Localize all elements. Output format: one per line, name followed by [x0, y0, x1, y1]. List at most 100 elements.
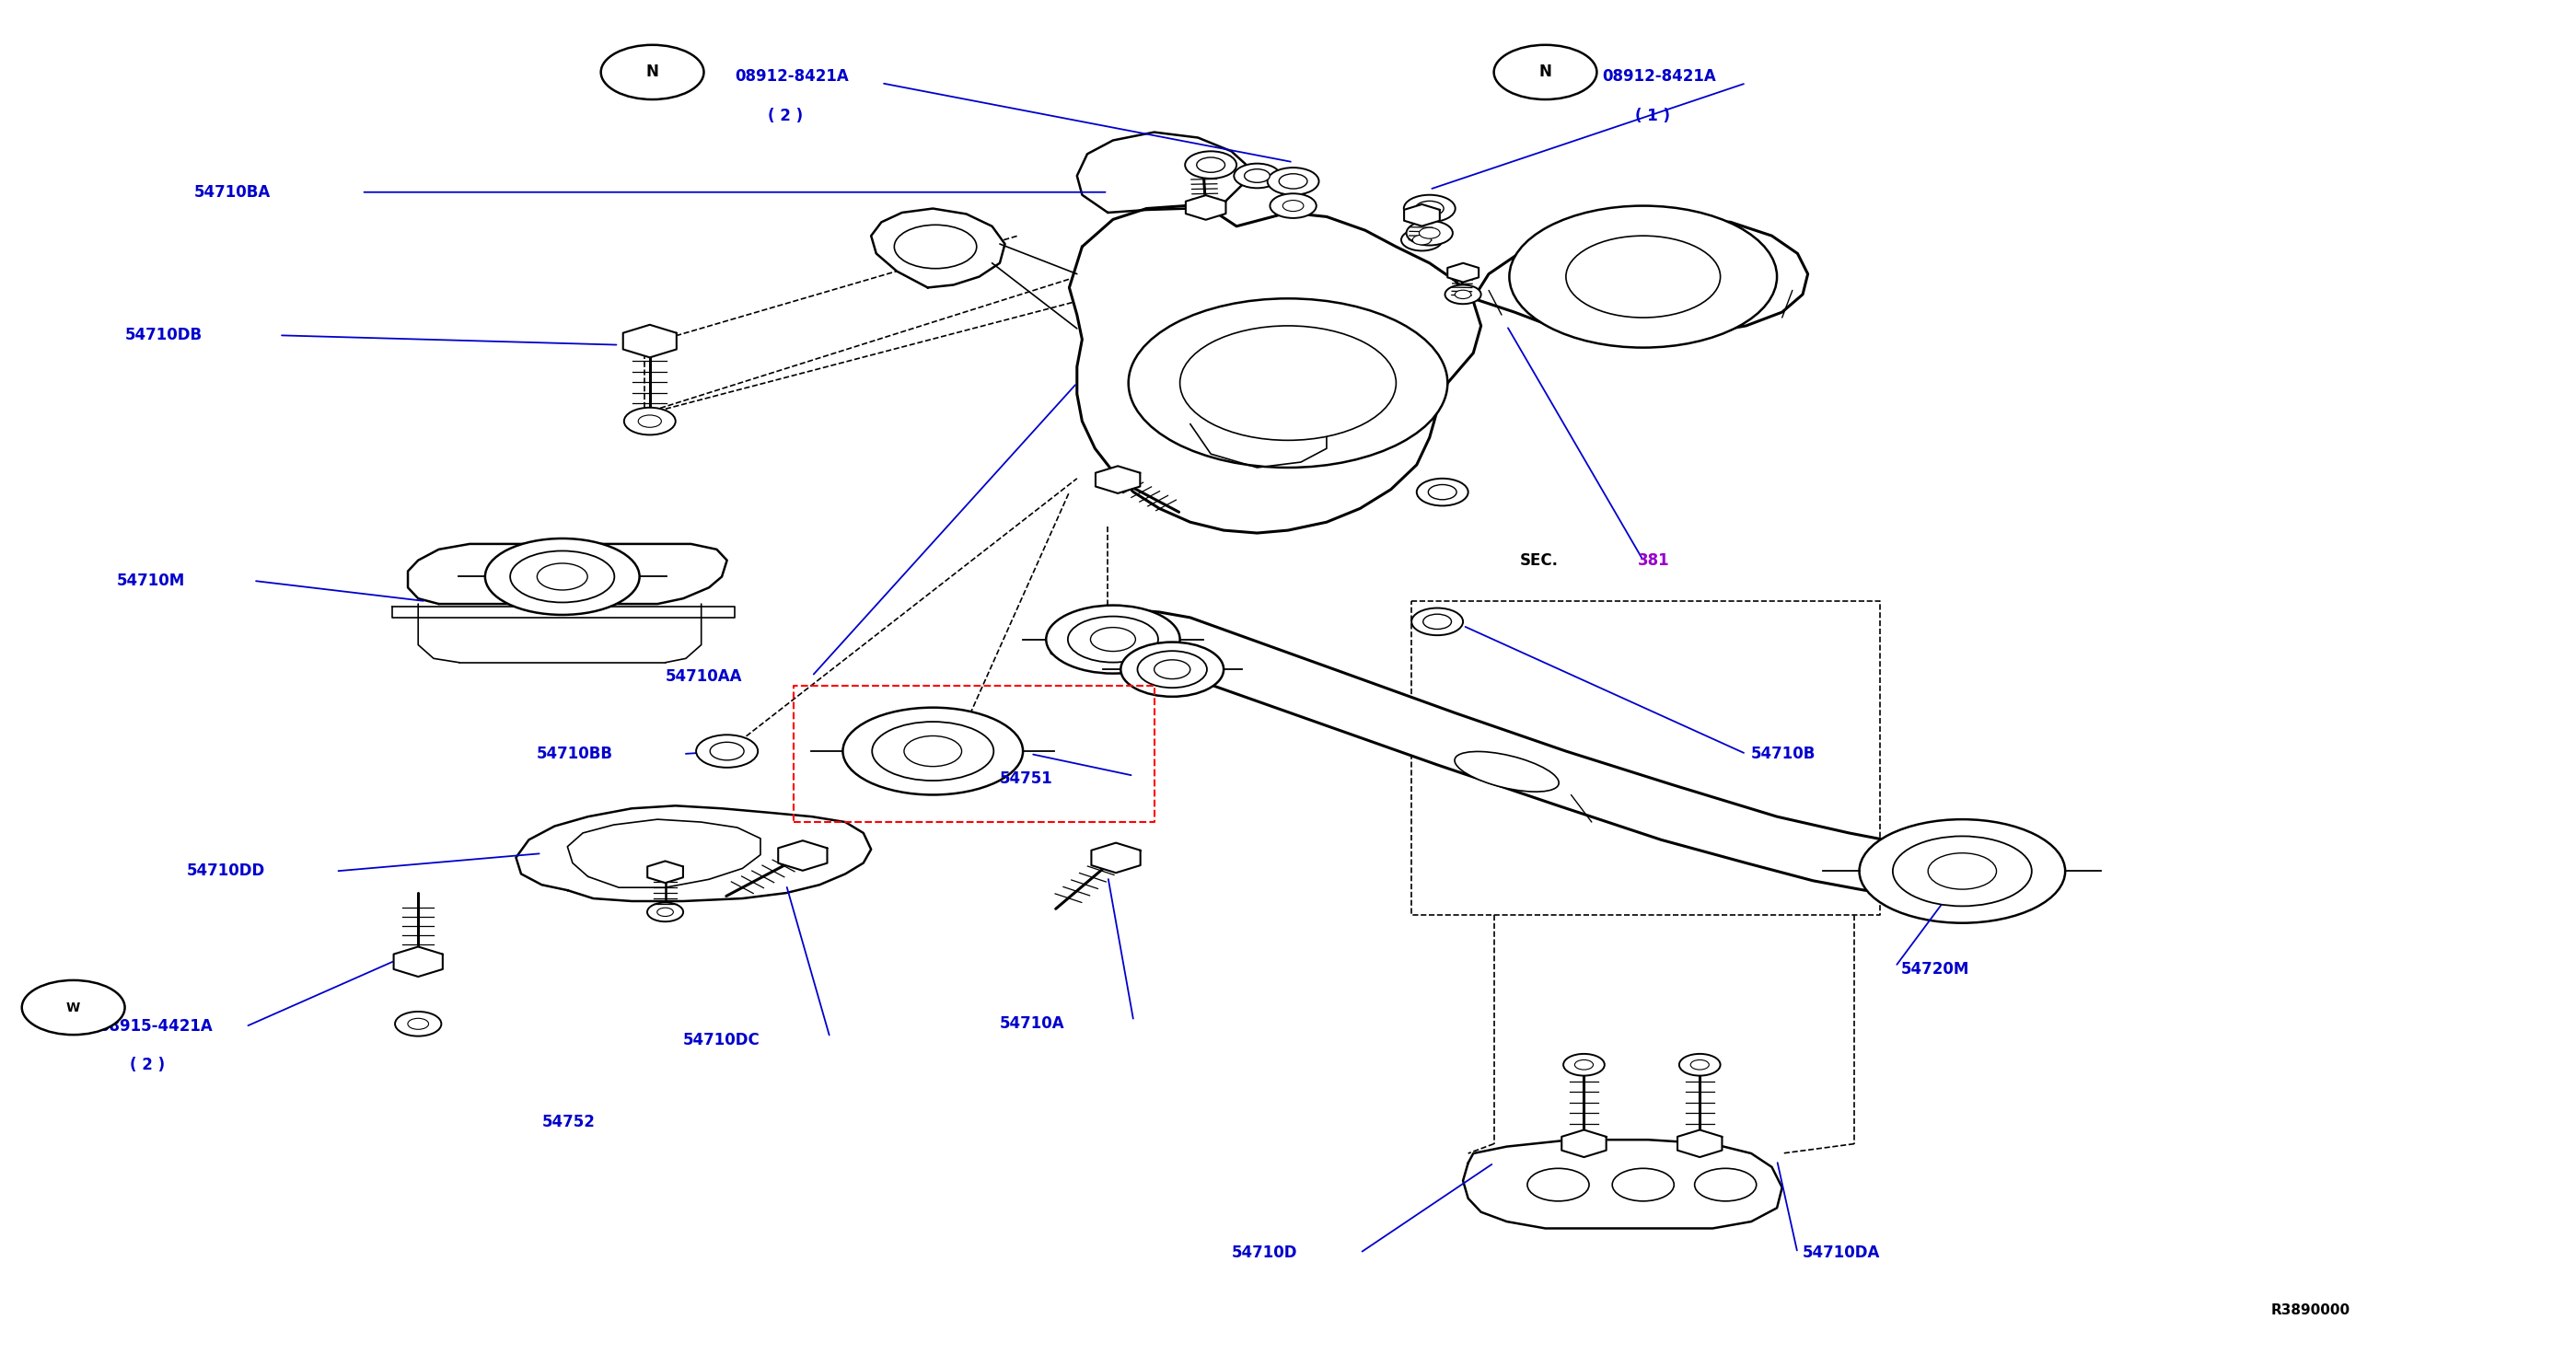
Polygon shape — [392, 607, 734, 617]
Polygon shape — [394, 947, 443, 977]
Circle shape — [1128, 299, 1448, 467]
Text: 08915-4421A: 08915-4421A — [98, 1018, 214, 1035]
Circle shape — [623, 407, 675, 434]
Text: 54710B: 54710B — [1752, 746, 1816, 762]
Circle shape — [1280, 173, 1306, 189]
Polygon shape — [1677, 1130, 1721, 1157]
Text: 381: 381 — [1638, 552, 1669, 568]
Ellipse shape — [510, 550, 616, 602]
Ellipse shape — [1139, 652, 1208, 687]
Text: 54710DB: 54710DB — [124, 326, 204, 344]
Circle shape — [1695, 1168, 1757, 1201]
Text: 54710DA: 54710DA — [1803, 1244, 1880, 1261]
Ellipse shape — [1860, 820, 2066, 923]
Text: ( 2 ): ( 2 ) — [129, 1056, 165, 1074]
Text: ( 2 ): ( 2 ) — [768, 108, 804, 124]
Circle shape — [1528, 1168, 1589, 1201]
Circle shape — [1455, 290, 1471, 299]
Text: 54710BB: 54710BB — [536, 746, 613, 762]
Text: 54752: 54752 — [541, 1113, 595, 1130]
Polygon shape — [1095, 466, 1141, 493]
Circle shape — [536, 563, 587, 590]
Circle shape — [894, 225, 976, 269]
Circle shape — [1154, 660, 1190, 679]
Circle shape — [1566, 236, 1721, 318]
Circle shape — [1270, 194, 1316, 219]
Circle shape — [1401, 229, 1443, 251]
Circle shape — [1267, 168, 1319, 195]
Polygon shape — [1077, 133, 1249, 213]
Polygon shape — [1473, 217, 1808, 336]
Circle shape — [1234, 164, 1280, 189]
Circle shape — [1445, 285, 1481, 305]
Circle shape — [1927, 852, 1996, 889]
Circle shape — [657, 908, 672, 917]
Polygon shape — [1069, 206, 1481, 533]
Text: 54710BA: 54710BA — [193, 184, 270, 201]
Circle shape — [1412, 608, 1463, 635]
Text: N: N — [647, 64, 659, 81]
Ellipse shape — [842, 708, 1023, 795]
Circle shape — [1680, 1053, 1721, 1075]
Text: 08912-8421A: 08912-8421A — [734, 68, 848, 85]
Text: 54710D: 54710D — [1231, 1244, 1298, 1261]
Circle shape — [1510, 206, 1777, 347]
Circle shape — [1417, 478, 1468, 505]
Circle shape — [1198, 157, 1226, 172]
Circle shape — [394, 1012, 440, 1037]
Circle shape — [21, 981, 124, 1035]
Polygon shape — [1185, 195, 1226, 220]
Ellipse shape — [1121, 642, 1224, 697]
Circle shape — [600, 45, 703, 100]
Text: 54710AA: 54710AA — [665, 668, 742, 684]
Circle shape — [1244, 169, 1270, 183]
Circle shape — [1180, 325, 1396, 440]
Ellipse shape — [484, 538, 639, 615]
Text: 54751: 54751 — [999, 770, 1054, 787]
Text: 54710M: 54710M — [116, 572, 185, 589]
Ellipse shape — [1069, 616, 1159, 663]
Polygon shape — [1463, 1139, 1783, 1228]
Circle shape — [1613, 1168, 1674, 1201]
Text: 54720M: 54720M — [1901, 962, 1968, 978]
Polygon shape — [1051, 609, 1963, 895]
Circle shape — [1419, 228, 1440, 239]
Circle shape — [1090, 627, 1136, 652]
Circle shape — [1494, 45, 1597, 100]
Text: 54710DC: 54710DC — [683, 1031, 760, 1049]
Polygon shape — [407, 544, 726, 604]
Text: SEC.: SEC. — [1520, 552, 1558, 568]
Circle shape — [1185, 152, 1236, 179]
Polygon shape — [1448, 264, 1479, 283]
Circle shape — [407, 1018, 428, 1030]
Circle shape — [647, 903, 683, 922]
Text: 54710DD: 54710DD — [185, 863, 265, 880]
Polygon shape — [1092, 843, 1141, 873]
Polygon shape — [778, 840, 827, 870]
Ellipse shape — [1046, 605, 1180, 673]
Circle shape — [1564, 1053, 1605, 1075]
Circle shape — [1412, 235, 1432, 245]
Circle shape — [711, 742, 744, 759]
Circle shape — [1283, 201, 1303, 212]
Text: R3890000: R3890000 — [2272, 1303, 2349, 1317]
Circle shape — [1422, 615, 1450, 630]
Polygon shape — [647, 861, 683, 882]
Circle shape — [1414, 201, 1443, 216]
Polygon shape — [1404, 205, 1440, 227]
Ellipse shape — [1455, 751, 1558, 792]
Ellipse shape — [873, 721, 994, 780]
Polygon shape — [1561, 1130, 1607, 1157]
Circle shape — [696, 735, 757, 768]
Polygon shape — [567, 820, 760, 888]
Text: W: W — [67, 1001, 80, 1014]
Text: ( 1 ): ( 1 ) — [1636, 108, 1669, 124]
Polygon shape — [871, 209, 1005, 288]
Circle shape — [904, 736, 961, 766]
Circle shape — [1406, 221, 1453, 246]
Circle shape — [1427, 485, 1455, 500]
Text: N: N — [1538, 64, 1551, 81]
Circle shape — [1404, 195, 1455, 223]
Text: 08912-8421A: 08912-8421A — [1602, 68, 1716, 85]
Polygon shape — [623, 325, 677, 358]
